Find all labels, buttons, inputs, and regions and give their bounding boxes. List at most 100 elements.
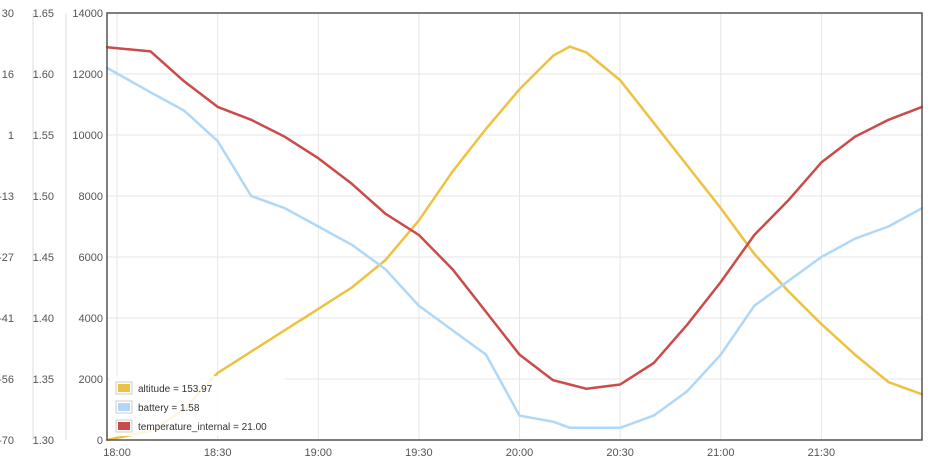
data-point-alt xyxy=(485,128,487,130)
data-point-batt xyxy=(787,280,789,283)
series-lines xyxy=(105,45,924,442)
data-point-batt xyxy=(820,256,823,258)
data-point-temp xyxy=(250,119,252,121)
legend-label-alt: altitude = 153.97 xyxy=(138,384,213,395)
y-tick-label-batt: 1.45 xyxy=(33,252,54,264)
legend-background xyxy=(110,376,285,436)
y-tick-label-alt: 6000 xyxy=(79,252,103,264)
x-tick-label: 18:30 xyxy=(204,447,232,459)
data-point-temp xyxy=(619,383,621,386)
data-point-batt xyxy=(418,305,420,307)
data-point-alt xyxy=(585,51,588,54)
data-point-batt xyxy=(619,427,621,429)
data-point-alt xyxy=(284,329,286,332)
y-tick-label-batt: 1.60 xyxy=(33,69,54,81)
series-line-batt xyxy=(105,66,924,430)
data-point-alt xyxy=(518,88,521,91)
data-point-alt xyxy=(569,45,571,48)
y-tick-label-temp: 16 xyxy=(2,69,14,81)
data-point-temp xyxy=(753,234,756,236)
data-point-batt xyxy=(518,414,521,417)
y-tick-label-alt: 2000 xyxy=(79,374,103,386)
data-point-temp xyxy=(552,379,554,382)
x-tick-label: 21:00 xyxy=(707,447,735,459)
y-tick-label-alt: 10000 xyxy=(72,130,103,142)
data-point-alt xyxy=(652,122,655,124)
data-point-batt xyxy=(569,427,571,429)
y-tick-label-batt: 1.35 xyxy=(33,374,54,386)
legend-swatch-temp xyxy=(118,422,130,430)
y-tick-label-batt: 1.40 xyxy=(33,313,54,325)
data-point-alt xyxy=(317,308,320,310)
plot-border xyxy=(106,12,923,441)
data-point-temp xyxy=(686,323,688,326)
data-point-temp xyxy=(317,157,320,159)
y-tick-label-temp: -70 xyxy=(0,435,14,447)
x-tick-label: 19:30 xyxy=(405,447,433,459)
data-point-batt xyxy=(854,237,856,240)
y-tick-label-batt: 1.65 xyxy=(33,8,54,20)
data-point-temp xyxy=(585,388,588,390)
axis-lines xyxy=(32,13,67,440)
grid xyxy=(107,12,922,441)
y-tick-label-alt: 4000 xyxy=(79,313,103,325)
legend: altitude = 153.97 battery = 1.58 temperatu… xyxy=(110,376,285,436)
data-point-temp xyxy=(820,161,823,164)
data-point-temp xyxy=(887,119,890,121)
data-point-batt xyxy=(183,109,185,112)
data-point-batt xyxy=(652,414,655,417)
y-tick-label-temp: -41 xyxy=(0,313,14,325)
data-point-batt xyxy=(720,353,722,356)
data-point-batt xyxy=(753,305,756,307)
y-tick-label-temp: 1 xyxy=(8,130,14,142)
data-point-alt xyxy=(250,350,252,353)
y-tick-label-alt: 12000 xyxy=(72,69,103,81)
data-point-temp xyxy=(485,311,487,313)
y-tick-label-batt: 1.30 xyxy=(33,435,54,447)
legend-label-temp: temperature_internal = 21.00 xyxy=(138,422,267,433)
data-point-batt xyxy=(686,390,688,393)
data-point-batt xyxy=(485,353,487,356)
data-point-batt xyxy=(250,195,252,197)
data-point-temp xyxy=(652,362,655,364)
y-tick-label-alt: 0 xyxy=(97,435,103,447)
legend-label-batt: battery = 1.58 xyxy=(138,403,200,414)
data-point-alt xyxy=(552,54,554,57)
series-line-temp xyxy=(105,45,924,391)
x-tick-label: 20:30 xyxy=(606,447,634,459)
data-point-alt xyxy=(720,207,722,209)
data-point-temp xyxy=(183,80,185,83)
data-point-temp xyxy=(787,200,789,202)
data-point-alt xyxy=(418,219,420,222)
y-axis-altitude-ticks: 14000 12000 10000 8000 6000 4000 2000 0 xyxy=(72,8,103,447)
data-point-alt xyxy=(451,170,454,173)
data-point-temp xyxy=(854,136,856,138)
y-tick-label-alt: 14000 xyxy=(72,8,103,20)
data-point-alt xyxy=(820,323,823,325)
data-point-batt xyxy=(552,420,554,423)
data-point-alt xyxy=(887,381,890,383)
x-tick-label: 21:30 xyxy=(808,447,836,459)
data-point-alt xyxy=(686,164,688,167)
y-tick-label-temp: -56 xyxy=(0,374,14,386)
x-tick-label: 18:00 xyxy=(103,447,131,459)
data-point-alt xyxy=(384,259,387,261)
y-axis-battery-ticks: 1.65 1.60 1.55 1.50 1.45 1.40 1.35 1.30 xyxy=(33,8,54,447)
data-point-alt xyxy=(753,253,756,255)
legend-swatch-alt xyxy=(118,384,130,392)
data-point-alt xyxy=(787,289,789,292)
data-point-batt xyxy=(887,225,890,228)
data-point-temp xyxy=(720,281,722,283)
data-point-temp xyxy=(149,50,152,53)
data-point-temp xyxy=(518,353,521,356)
data-point-batt xyxy=(451,329,454,332)
y-tick-label-temp: 30 xyxy=(2,8,14,20)
y-tick-label-batt: 1.50 xyxy=(33,191,54,203)
y-tick-label-temp: -27 xyxy=(0,252,14,264)
data-point-alt xyxy=(619,79,621,81)
data-point-batt xyxy=(149,91,152,94)
legend-swatch-batt xyxy=(118,403,130,411)
y-tick-label-batt: 1.55 xyxy=(33,130,54,142)
data-point-temp xyxy=(284,136,286,138)
